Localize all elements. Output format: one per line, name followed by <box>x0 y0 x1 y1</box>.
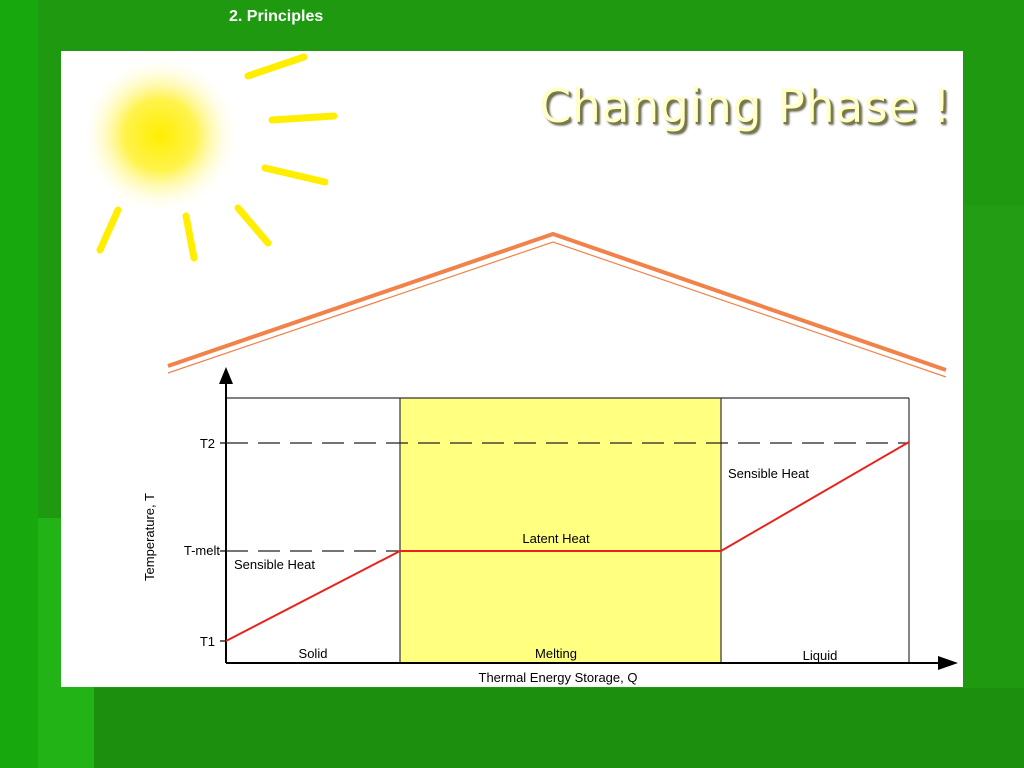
roof-outline <box>167 231 947 378</box>
y-tick-label-t1: T1 <box>200 634 215 649</box>
x-axis <box>226 656 958 670</box>
annotation-latent-heat: Latent Heat <box>522 531 590 546</box>
section-label: 2. Principles <box>229 8 324 25</box>
region-label-liquid: Liquid <box>803 648 838 663</box>
y-axis <box>219 367 233 663</box>
annotation-sensible-heat-right: Sensible Heat <box>728 466 809 481</box>
y-tick-label-t2: T2 <box>200 436 215 451</box>
y-axis-label: Temperature, T <box>142 493 157 581</box>
slide-title: Changing Phase ! <box>539 79 951 133</box>
background-band-left <box>0 0 38 768</box>
region-label-melting: Melting <box>535 646 577 661</box>
region-label-solid: Solid <box>299 646 328 661</box>
x-axis-label: Thermal Energy Storage, Q <box>479 670 638 685</box>
background-band-right <box>964 205 1024 520</box>
annotation-sensible-heat-left: Sensible Heat <box>234 557 315 572</box>
background-band-bottom <box>94 688 1024 768</box>
temperature-curve <box>225 441 910 642</box>
melting-region <box>400 398 721 663</box>
sun-icon <box>80 53 338 262</box>
y-tick-label-tmelt: T-melt <box>184 543 221 558</box>
